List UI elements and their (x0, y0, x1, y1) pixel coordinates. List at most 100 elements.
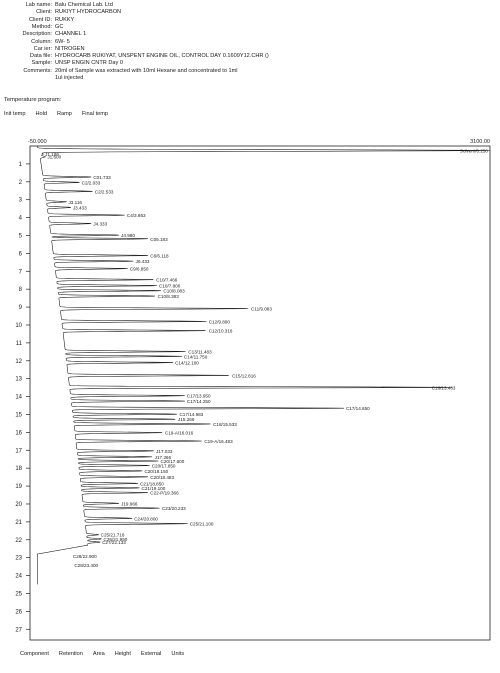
peak-label-45: C23/20.233 (162, 506, 186, 511)
header-value-0: Balu Chemical Lab. Ltd (55, 2, 113, 8)
peak-label-26: C16/13.483 (432, 385, 456, 390)
peak-label-9: J4.333 (93, 222, 107, 227)
time-tick-label-12: 12 (15, 359, 22, 365)
time-tick-label-13: 13 (15, 377, 22, 383)
time-tick-label-21: 21 (15, 520, 22, 526)
header-value-9: 20ml of Sample was extracted with 10ml H… (55, 67, 238, 74)
header-label-1: Client: (36, 9, 52, 16)
header-value-7: HYDROCARB RUKIYAT, UNSPENT ENGINE OIL, C… (55, 53, 269, 60)
peak-label-12: C6/6.118 (150, 254, 169, 259)
temperature-program-columns: Init temp Hold Ramp Final temp (4, 111, 118, 117)
peak-label-35: J17.033 (156, 449, 173, 454)
time-tick-label-7: 7 (19, 269, 23, 275)
time-tick-label-27: 27 (15, 627, 22, 633)
peak-label-20: C12/9.800 (209, 319, 231, 324)
header-value-3: GC (55, 23, 64, 30)
temperature-program-column-3: Final temp (81, 111, 109, 117)
header-label-4: Description: (22, 31, 52, 38)
peak-label-51: C28/22.900 (73, 554, 97, 559)
peak-label-3: C01.733 (93, 175, 111, 180)
peak-label-19: C11/9.083 (251, 307, 272, 312)
time-tick-label-22: 22 (15, 538, 22, 544)
peak-label-31: J15.266 (178, 417, 195, 422)
peak-label-7: J3.433 (73, 205, 87, 210)
peak-label-40: C20/18.483 (150, 475, 174, 480)
peak-label-52: C28/23.400 (74, 563, 98, 568)
chromatogram-trace (37, 146, 491, 585)
peak-label-43: C22-P/19.366 (150, 491, 179, 496)
header-label-3: Method: (31, 23, 52, 30)
header-label-6: Car ier: (33, 45, 52, 52)
header-value-1: RUKIYT HYDROCARBON (55, 9, 122, 16)
header-label-7: Data file: (29, 53, 52, 60)
temperature-program-column-2: Ramp (56, 111, 72, 117)
temperature-program-column-1: Hold (35, 111, 47, 117)
peak-label-41: C21/18.850 (140, 481, 164, 486)
time-tick-label-9: 9 (19, 305, 23, 311)
peak-label-47: C25/21.100 (190, 522, 214, 527)
temperature-program-title: Temperature program: (4, 97, 62, 103)
peak-label-27: C17/13.950 (187, 394, 211, 399)
header-label-0: Lab name: (25, 2, 52, 8)
results-table-column-4: External (140, 651, 162, 657)
plot-frame (29, 145, 491, 641)
peak-label-14: C9/6.850 (130, 267, 149, 272)
peak-label-10: J4.980 (121, 233, 135, 238)
peak-label-16: C10/7.800 (159, 284, 181, 289)
peak-label-0: Solvent/0.250 (460, 148, 489, 153)
header-value-5: 6W- 5 (55, 38, 70, 45)
time-tick-label-20: 20 (15, 502, 22, 508)
peak-label-38: C20/17.850 (152, 463, 176, 468)
peak-label-21: C12/10.316 (209, 329, 233, 334)
peak-label-24: C14/12.100 (175, 361, 199, 366)
peak-label-34: C19-A/16.483 (204, 439, 233, 444)
header-value-8: UNSP ENGIN CNTR Day 0 (55, 60, 123, 67)
time-tick-label-5: 5 (19, 233, 23, 239)
peak-label-37: C20/17.600 (161, 459, 185, 464)
axis-top-right-label: 3100.00 (470, 139, 490, 145)
header-label-5: Column: (31, 38, 52, 45)
peak-label-44: J19.966 (121, 501, 138, 506)
time-tick-label-6: 6 (19, 251, 23, 257)
time-tick-label-15: 15 (15, 412, 22, 418)
peak-label-46: C24/20.800 (134, 516, 158, 521)
time-tick-label-3: 3 (19, 198, 23, 204)
time-tick-label-25: 25 (15, 591, 22, 597)
peak-label-1: J1.166 (45, 152, 59, 157)
peak-label-32: C18/15.533 (213, 422, 237, 427)
peak-label-36: J17.366 (155, 455, 172, 460)
time-tick-label-16: 16 (15, 430, 22, 436)
results-table-header: Component Retention Area Height External Unit… (20, 651, 194, 657)
time-tick-label-11: 11 (16, 341, 23, 347)
time-tick-label-8: 8 (19, 287, 23, 293)
time-tick-label-2: 2 (19, 180, 23, 186)
peak-label-15: C10/7.466 (156, 278, 178, 283)
peak-label-23: C14/11.750 (184, 354, 208, 359)
header-value-4: CHANNEL 1 (55, 31, 87, 38)
time-tick-label-1: 1 (19, 162, 23, 168)
time-tick-label-4: 4 (19, 216, 23, 222)
time-tick-label-14: 14 (15, 395, 22, 401)
results-table-column-2: Area (92, 651, 105, 657)
peak-label-48: C25/21.716 (101, 533, 125, 538)
results-table-column-5: Units (171, 651, 185, 657)
peak-label-4: C2/2.033 (82, 180, 101, 185)
time-tick-label-23: 23 (15, 556, 22, 562)
peak-label-17: C10/8.083 (163, 289, 185, 294)
peak-label-5: C2/2.533 (95, 189, 114, 194)
time-tick-label-18: 18 (15, 466, 22, 472)
peak-label-50: C27/22.133 (102, 540, 126, 545)
peak-label-30: C17/14.983 (179, 412, 203, 417)
peak-label-13: J6.433 (136, 259, 150, 264)
header-label-9: Comments: (23, 67, 52, 74)
peak-label-39: C20/18.150 (144, 469, 168, 474)
peak-label-33: C19-A/16.016 (165, 431, 194, 436)
axis-top-left-label: -50.000 (28, 139, 47, 145)
peak-label-42: C21/19.100 (142, 486, 166, 491)
peak-label-2: J1.600 (47, 155, 61, 160)
report-header: Lab name: Balu Chemical Lab. Ltd Client: RU… (0, 0, 500, 95)
results-table-column-1: Retention (58, 651, 83, 657)
results-table-column-0: Component (20, 651, 49, 657)
peak-label-11: C05.183 (150, 237, 168, 242)
time-tick-label-17: 17 (15, 448, 22, 454)
